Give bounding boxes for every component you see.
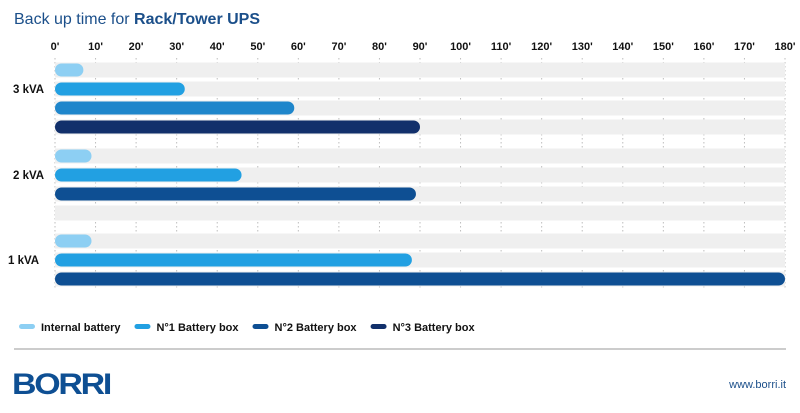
group-label: 1 kVA bbox=[8, 255, 39, 267]
legend-label: N°2 Battery box bbox=[275, 322, 358, 334]
bar-1kva-0 bbox=[55, 234, 92, 248]
bars: 3 kVA 2 kVA 1 kVA bbox=[8, 62, 785, 287]
legend-item: N°1 Battery box bbox=[134, 322, 239, 334]
bar-track bbox=[55, 148, 785, 164]
legend-swatch bbox=[19, 324, 35, 329]
legend-item: Internal battery bbox=[19, 322, 121, 334]
x-tick-label: 70' bbox=[331, 41, 346, 53]
legend-swatch bbox=[370, 324, 387, 329]
x-axis-ticks: 0' 10' 20' 30' 40' 50' 60' 70' 80' 90' 100' 110' 120… bbox=[51, 41, 796, 53]
bar-1kva-1 bbox=[55, 253, 412, 267]
chart-title: Back up time for Rack/Tower UPS bbox=[14, 11, 260, 28]
bar-3kva-0 bbox=[55, 63, 84, 77]
x-tick-label: 170' bbox=[734, 41, 755, 53]
x-tick-label: 130' bbox=[572, 41, 593, 53]
bar-2kva-2 bbox=[55, 187, 416, 201]
legend-label: N°1 Battery box bbox=[156, 322, 239, 334]
bar-track bbox=[55, 233, 785, 249]
x-tick-label: 120' bbox=[531, 41, 552, 53]
svg-text:BORRI: BORRI bbox=[12, 368, 111, 401]
legend-swatch bbox=[252, 324, 269, 329]
x-tick-label: 160' bbox=[693, 41, 714, 53]
x-tick-label: 50' bbox=[250, 41, 265, 53]
bar-1kva-2 bbox=[55, 272, 785, 286]
bar-3kva-2 bbox=[55, 101, 295, 115]
bar-track bbox=[55, 62, 785, 78]
legend-item: N°2 Battery box bbox=[252, 322, 358, 334]
bar-2kva-0 bbox=[55, 149, 92, 163]
group-label: 3 kVA bbox=[13, 84, 44, 96]
legend: Internal battery N°1 Battery box N°2 Batte… bbox=[19, 322, 475, 334]
group-label: 2 kVA bbox=[13, 170, 44, 182]
x-tick-label: 80' bbox=[372, 41, 387, 53]
website-link[interactable]: www.borri.it bbox=[728, 379, 786, 391]
legend-label: Internal battery bbox=[41, 322, 121, 334]
legend-swatch bbox=[134, 324, 151, 329]
x-tick-label: 180' bbox=[775, 41, 796, 53]
x-tick-label: 0' bbox=[51, 41, 60, 53]
x-tick-label: 40' bbox=[210, 41, 225, 53]
x-tick-label: 20' bbox=[129, 41, 144, 53]
x-tick-label: 150' bbox=[653, 41, 674, 53]
bar-track bbox=[55, 205, 785, 221]
borri-logo: BORRI bbox=[12, 368, 113, 401]
bar-track bbox=[55, 81, 785, 97]
x-tick-label: 30' bbox=[169, 41, 184, 53]
legend-label: N°3 Battery box bbox=[393, 322, 476, 334]
bar-2kva-1 bbox=[55, 168, 242, 182]
bar-3kva-1 bbox=[55, 82, 185, 96]
x-tick-label: 100' bbox=[450, 41, 471, 53]
x-tick-label: 10' bbox=[88, 41, 103, 53]
legend-item: N°3 Battery box bbox=[370, 322, 476, 334]
x-tick-label: 90' bbox=[413, 41, 428, 53]
x-tick-label: 110' bbox=[491, 41, 512, 53]
x-tick-label: 60' bbox=[291, 41, 306, 53]
bar-3kva-3 bbox=[55, 120, 420, 134]
x-tick-label: 140' bbox=[612, 41, 633, 53]
